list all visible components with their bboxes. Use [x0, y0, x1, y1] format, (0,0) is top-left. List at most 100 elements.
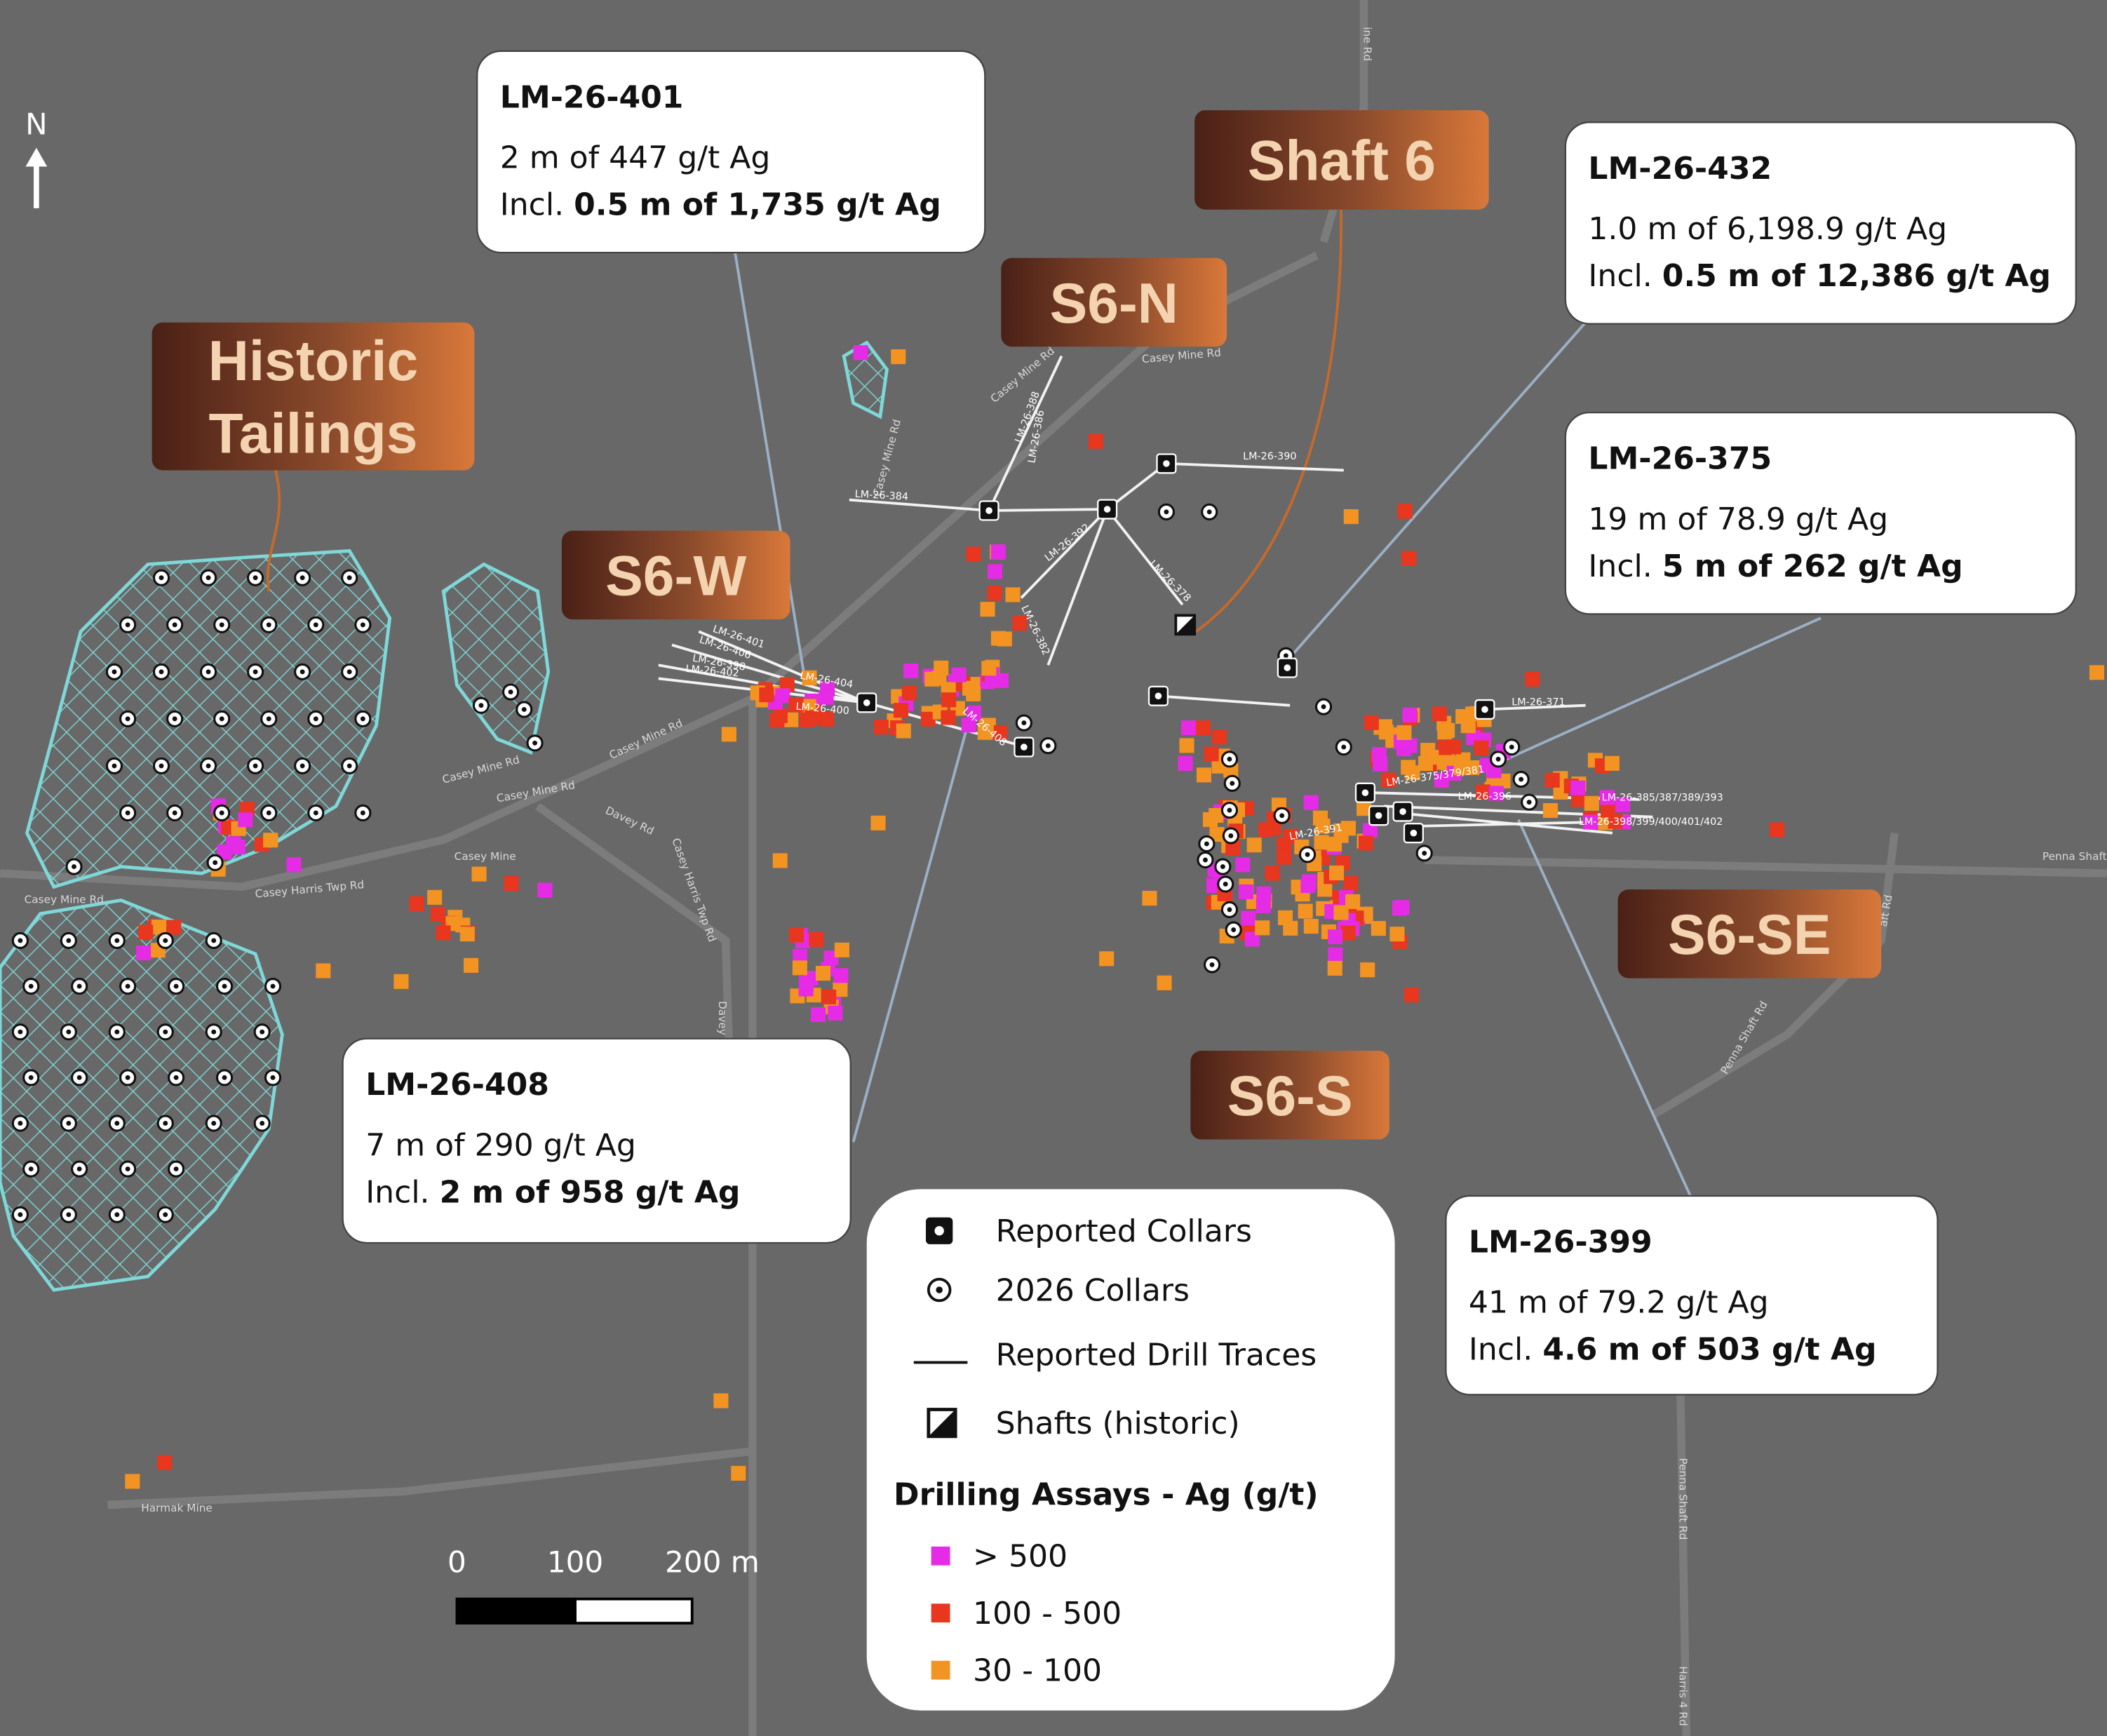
assay-sample [819, 689, 834, 705]
assay-sample [1432, 706, 1447, 722]
collar-dot [521, 707, 527, 712]
collar-dot [532, 740, 538, 746]
collar-dot [76, 983, 82, 989]
callout-incl: Incl. 5 m of 262 g/t Ag [1588, 549, 1963, 584]
assay-sample [1584, 795, 1599, 811]
assay-sample [1571, 792, 1587, 807]
callout-box [1564, 411, 2077, 615]
collar-dot [299, 669, 305, 675]
zone-label: Historic [208, 330, 418, 393]
collar-dot [1155, 692, 1162, 700]
collar-dot [1481, 706, 1488, 713]
legend-item: Shafts (historic) [996, 1406, 1240, 1441]
assay-sample [1381, 772, 1396, 788]
assay-sample [799, 976, 814, 991]
assay-sample [815, 966, 831, 981]
assay-sample [903, 663, 919, 679]
collar-dot [1283, 653, 1288, 659]
assay-sample [1371, 921, 1386, 936]
assay-sample [1394, 900, 1410, 915]
collar-dot [346, 575, 352, 581]
assay-sample [436, 925, 451, 941]
assay-sample [1212, 729, 1227, 745]
callout-result: 1.0 m of 6,198.9 g/t Ag [1588, 211, 1947, 247]
collar-dot [125, 1075, 130, 1080]
drill-label: LM-26-385/387/389/393 [1602, 793, 1723, 804]
zone-label: S6-SE [1668, 903, 1831, 967]
legend-item: 2026 Collars [996, 1272, 1190, 1308]
legend-item: Reported Collars [996, 1213, 1252, 1249]
collar-dot [360, 622, 365, 628]
collar-dot [253, 669, 258, 675]
collar-dot [18, 938, 23, 943]
legend-swatch [931, 1546, 950, 1566]
assay-sample [987, 564, 1003, 579]
assay-sample [1401, 760, 1416, 775]
collar-dot [1399, 808, 1406, 815]
collar-dot [1227, 807, 1232, 813]
assay-sample [1142, 891, 1157, 906]
assay-sample [1582, 814, 1598, 830]
collar-dot [114, 938, 120, 943]
assay-sample [1327, 836, 1342, 852]
assay-sample [1608, 814, 1623, 829]
assay-sample [1343, 875, 1359, 891]
drill-label: LM-26-371 [1512, 697, 1565, 708]
zone-label: Shaft 6 [1248, 130, 1436, 193]
collar-dot [1021, 743, 1028, 751]
assay-sample [1088, 433, 1103, 449]
assay-sample [1601, 802, 1616, 818]
collar-dot [1321, 704, 1326, 710]
assay-sample [1099, 951, 1115, 967]
collar-dot [18, 1212, 23, 1218]
assay-sample [775, 688, 790, 704]
assay-sample [962, 680, 978, 696]
incl-prefix: Incl. [500, 187, 564, 223]
assay-sample [980, 602, 995, 617]
assay-sample [1005, 587, 1021, 603]
collar-dot [213, 860, 218, 866]
assay-sample [217, 844, 232, 859]
assay-sample [1475, 784, 1491, 800]
assay-sample [409, 896, 424, 911]
assay-sample [1360, 962, 1375, 978]
assay-sample [966, 546, 981, 562]
collar-dot [1305, 852, 1310, 857]
assay-sample [1460, 718, 1476, 734]
legend-swatch [931, 1660, 950, 1680]
assay-sample [316, 963, 331, 978]
collar-dot [1341, 744, 1347, 750]
collar-dot [346, 763, 352, 769]
drill-label: LM-26-390 [1243, 451, 1296, 462]
collar-dot [313, 622, 318, 628]
drill-label: LM-26-396 [1458, 791, 1512, 802]
assay-sample [828, 1005, 843, 1021]
assay-sample [819, 711, 835, 727]
legend-class: 30 - 100 [973, 1653, 1102, 1688]
collar-dot [1203, 857, 1208, 863]
zone-label: S6-S [1227, 1065, 1353, 1128]
assay-sample [1362, 823, 1378, 838]
collar-dot [253, 575, 258, 581]
collar-dot [1228, 833, 1234, 838]
collar-dot [1021, 720, 1027, 726]
assay-sample [1401, 551, 1417, 566]
collar-dot [76, 1075, 82, 1080]
assay-sample [1256, 886, 1272, 901]
collar-dot [28, 1166, 34, 1172]
assay-sample [896, 723, 911, 739]
callout-leaders [266, 209, 1822, 1197]
collar-dot [313, 810, 318, 816]
assay-sample [1364, 715, 1379, 730]
assay-sample [1225, 840, 1241, 856]
assay-sample [1371, 747, 1387, 762]
assay-sample [1157, 975, 1172, 990]
callout-result: 7 m of 290 g/t Ag [365, 1127, 636, 1163]
incl-result: 0.5 m of 12,386 g/t Ag [1662, 258, 2051, 294]
zone-box [1194, 110, 1489, 210]
assay-sample [1277, 849, 1292, 865]
assay-sample [1298, 903, 1313, 919]
callout-title: LM-26-408 [365, 1067, 549, 1103]
legend: Reported Collars 2026 Collars Reported Dri… [866, 1189, 1395, 1711]
incl-prefix: Incl. [1469, 1332, 1533, 1368]
